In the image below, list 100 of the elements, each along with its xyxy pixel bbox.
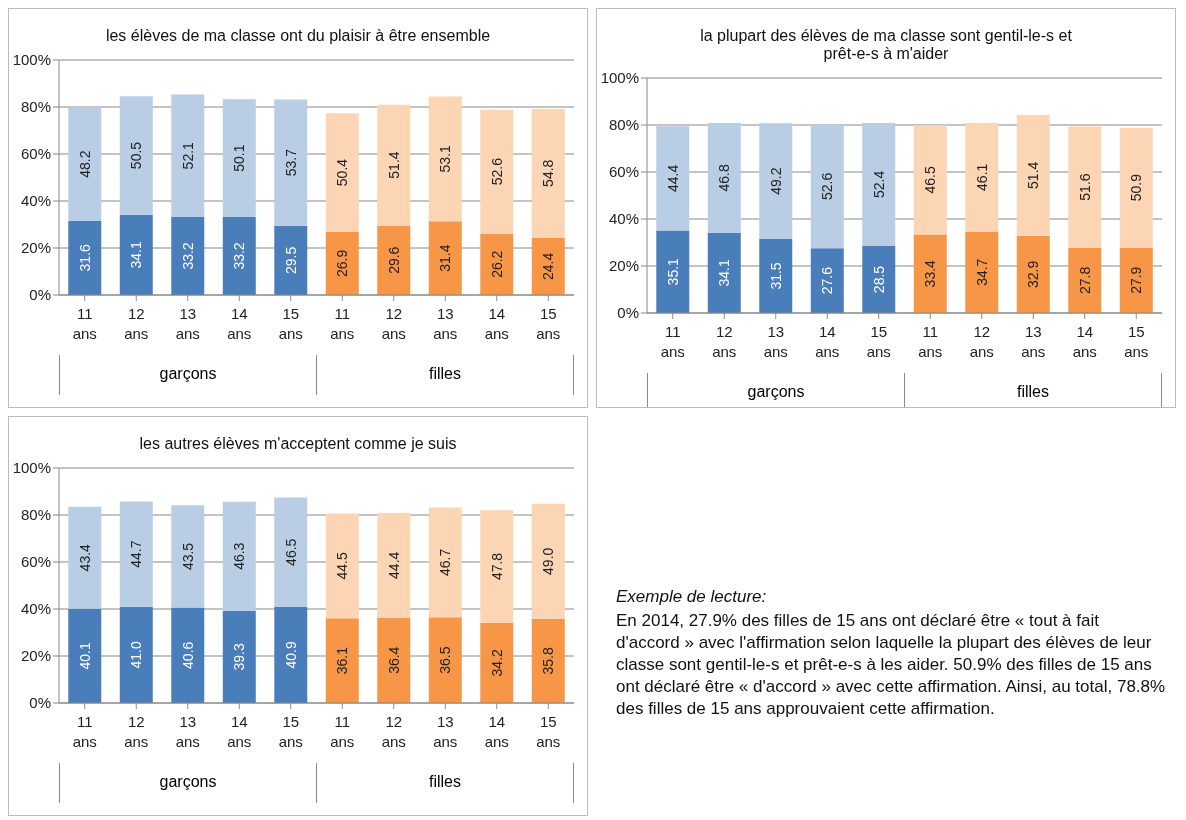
data-label: 48.2 bbox=[76, 150, 93, 178]
x-tick-label: 15 ans bbox=[536, 713, 561, 750]
x-tick-label: 11 ans bbox=[72, 305, 97, 342]
y-tick-label: 80% bbox=[608, 116, 639, 134]
x-tick-label: 11 ans bbox=[660, 323, 685, 360]
x-tick-label: 14 ans bbox=[227, 713, 252, 750]
chart-title: les autres élèves m'acceptent comme je suis bbox=[138, 435, 458, 453]
data-label: 27.8 bbox=[1076, 266, 1093, 294]
y-tick-label: 20% bbox=[608, 257, 639, 275]
x-tick-label: 13 ans bbox=[175, 305, 200, 342]
bar bbox=[965, 231, 999, 313]
data-label: 52.1 bbox=[179, 141, 196, 170]
x-tick-label: 15 ans bbox=[866, 323, 891, 360]
data-label: 51.6 bbox=[1076, 173, 1093, 201]
bar bbox=[1119, 247, 1153, 313]
data-label: 50.5 bbox=[128, 141, 145, 170]
bar bbox=[222, 99, 256, 217]
data-label: 34.2 bbox=[488, 648, 505, 677]
data-label: 50.1 bbox=[231, 144, 248, 172]
bar bbox=[119, 606, 153, 703]
bar bbox=[480, 622, 514, 703]
data-label: 46.5 bbox=[282, 538, 299, 566]
bar bbox=[913, 125, 947, 235]
data-label: 35.1 bbox=[664, 257, 681, 286]
data-label: 46.3 bbox=[231, 542, 248, 570]
bar bbox=[759, 123, 793, 239]
data-label: 27.9 bbox=[1128, 266, 1145, 294]
y-tick-label: 100% bbox=[12, 51, 51, 69]
x-tick-label: 13 ans bbox=[1021, 323, 1046, 360]
data-label: 47.8 bbox=[488, 552, 505, 581]
bar bbox=[531, 108, 565, 238]
data-label: 31.6 bbox=[76, 244, 93, 272]
data-label: 44.5 bbox=[334, 552, 351, 580]
data-label: 24.4 bbox=[540, 252, 557, 280]
x-tick-label: 13 ans bbox=[433, 713, 458, 750]
data-label: 27.6 bbox=[819, 266, 836, 295]
text: garçons bbox=[59, 355, 316, 395]
data-label: 46.8 bbox=[716, 164, 733, 192]
x-tick-label: 15 ans bbox=[1124, 323, 1149, 360]
x-tick-label: 13 ans bbox=[175, 713, 200, 750]
bar bbox=[68, 220, 102, 295]
data-label: 26.2 bbox=[488, 250, 505, 278]
bar bbox=[171, 94, 205, 217]
data-label: 34.1 bbox=[128, 241, 145, 269]
bar bbox=[428, 96, 462, 222]
x-tick-label: 11 ans bbox=[330, 305, 355, 342]
y-tick-label: 40% bbox=[20, 600, 51, 618]
chart-title: les élèves de ma classe ont du plaisir à être ensemble bbox=[104, 27, 492, 45]
data-label: 34.1 bbox=[716, 259, 733, 287]
x-tick-label: 14 ans bbox=[484, 713, 509, 750]
bar bbox=[428, 221, 462, 295]
bar bbox=[274, 225, 308, 295]
x-tick-label: 15 ans bbox=[536, 305, 561, 342]
bar bbox=[656, 230, 690, 313]
bar bbox=[325, 231, 359, 295]
data-label: 36.5 bbox=[437, 646, 454, 674]
bar bbox=[222, 216, 256, 295]
text: filles bbox=[1016, 382, 1050, 402]
bar bbox=[810, 248, 844, 313]
bar bbox=[68, 608, 102, 703]
data-label: 54.8 bbox=[540, 159, 557, 187]
x-tick-label: 12 ans bbox=[712, 323, 737, 360]
y-tick-label: 0% bbox=[617, 304, 639, 322]
bar bbox=[1016, 114, 1050, 236]
data-label: 51.4 bbox=[385, 151, 402, 179]
bar bbox=[965, 123, 999, 232]
x-tick-label: 12 ans bbox=[381, 305, 406, 342]
data-label: 26.9 bbox=[334, 249, 351, 278]
y-tick-label: 40% bbox=[608, 210, 639, 228]
x-tick-label: 11 ans bbox=[72, 713, 97, 750]
bar bbox=[68, 506, 102, 609]
y-tick-label: 100% bbox=[600, 69, 639, 87]
data-label: 35.8 bbox=[540, 647, 557, 675]
data-label: 36.4 bbox=[385, 646, 402, 674]
bar bbox=[377, 617, 411, 703]
bar bbox=[119, 214, 153, 295]
bar bbox=[274, 606, 308, 703]
bar bbox=[531, 618, 565, 703]
bar bbox=[428, 617, 462, 703]
y-tick-label: 60% bbox=[20, 145, 51, 163]
text: Exemple de lecture: bbox=[616, 586, 768, 608]
data-label: 44.4 bbox=[664, 164, 681, 192]
y-tick-label: 0% bbox=[29, 286, 51, 304]
bar bbox=[656, 126, 690, 231]
data-label: 39.3 bbox=[231, 642, 248, 671]
x-tick-label: 14 ans bbox=[1072, 323, 1097, 360]
data-label: 40.6 bbox=[179, 641, 196, 669]
bar bbox=[1016, 235, 1050, 313]
y-tick-label: 40% bbox=[20, 192, 51, 210]
x-tick-label: 14 ans bbox=[227, 305, 252, 342]
data-label: 33.2 bbox=[179, 242, 196, 270]
text: garçons bbox=[59, 763, 316, 803]
bar bbox=[325, 513, 359, 619]
x-tick-label: 12 ans bbox=[381, 713, 406, 750]
data-label: 40.1 bbox=[76, 642, 93, 670]
x-tick-label: 12 ans bbox=[124, 713, 149, 750]
x-tick-label: 11 ans bbox=[330, 713, 355, 750]
bar bbox=[377, 225, 411, 295]
x-tick-label: 13 ans bbox=[763, 323, 788, 360]
bar bbox=[119, 96, 153, 215]
